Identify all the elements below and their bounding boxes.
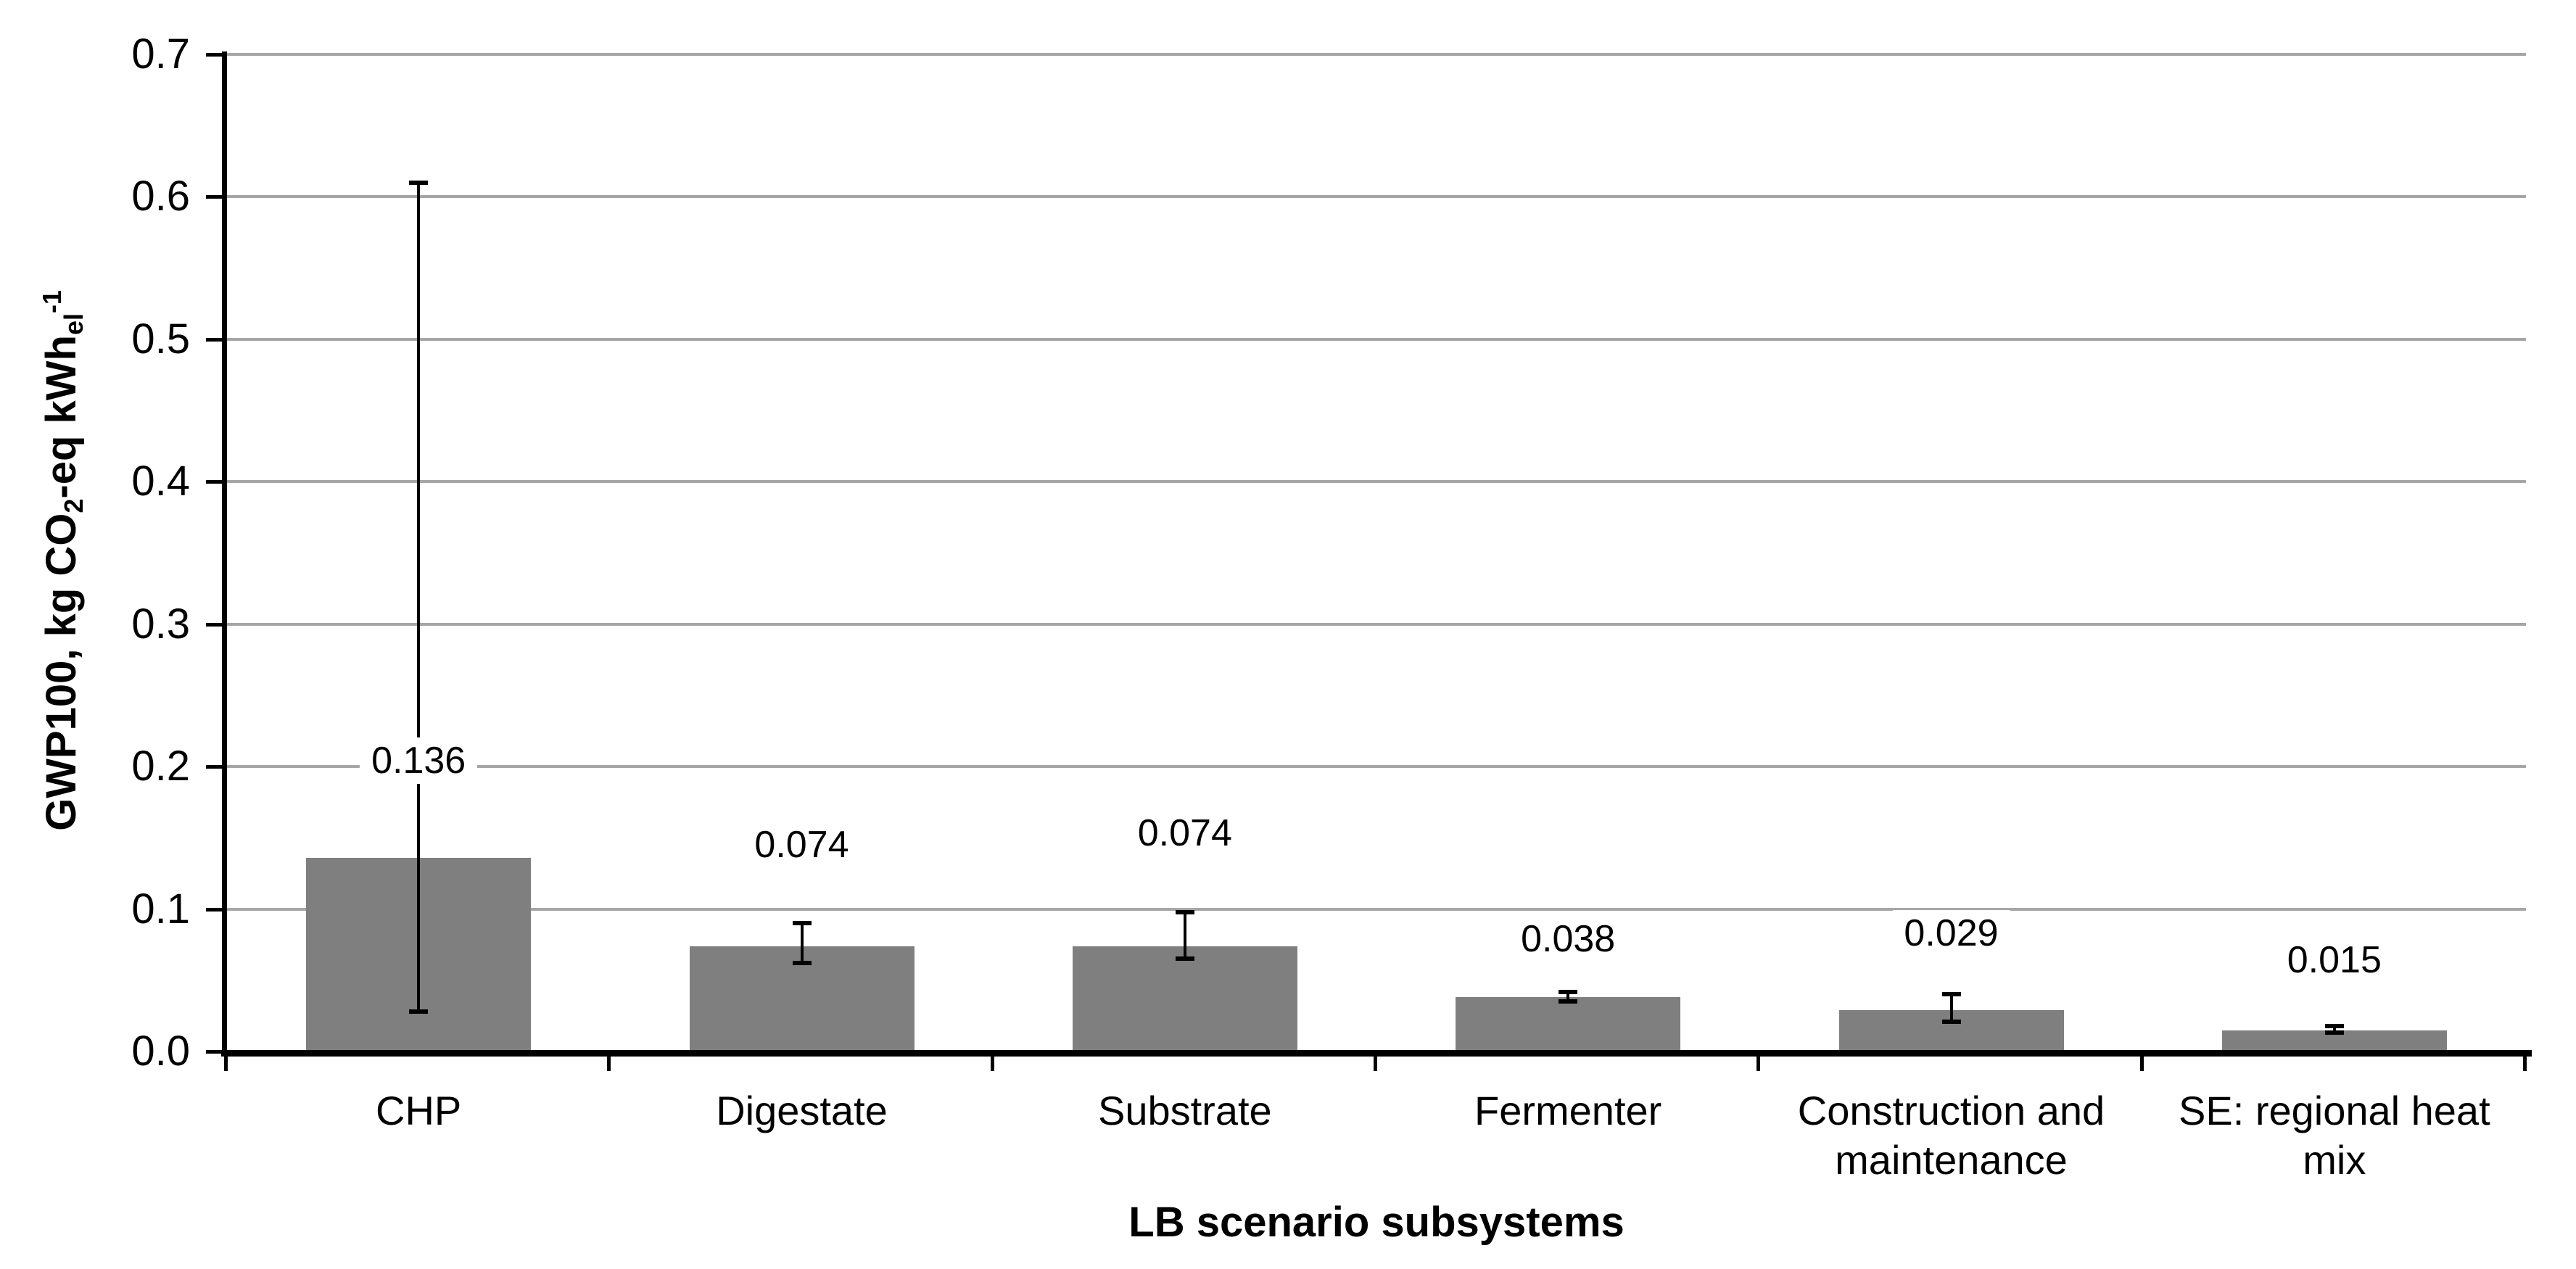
x-category-label: Substrate xyxy=(1097,1088,1272,1133)
gridline xyxy=(227,53,2526,56)
y-tick-label: 0.3 xyxy=(131,600,190,648)
y-axis-title: GWP100, kg CO2-eq kWhel-1 xyxy=(20,53,88,1068)
y-tick-label: 0.0 xyxy=(131,1028,190,1075)
bar xyxy=(1456,997,1681,1051)
bar-value-label: 0.015 xyxy=(2275,937,2393,984)
x-category-label: Construction and maintenance xyxy=(1797,1088,2105,1183)
x-axis-tick xyxy=(1756,1057,1761,1071)
x-axis-tick xyxy=(1374,1057,1377,1071)
bar-value-label: 0.074 xyxy=(1126,810,1244,857)
error-bar-top-cap xyxy=(1559,989,1578,994)
error-bar-bottom-cap xyxy=(409,1009,429,1014)
x-axis-tick xyxy=(224,1057,228,1071)
error-bar-top-cap xyxy=(409,180,429,185)
y-tick-label: 0.6 xyxy=(131,173,190,220)
x-category-label: Fermenter xyxy=(1474,1088,1662,1133)
error-bar-top-cap xyxy=(2324,1023,2344,1028)
x-axis-tick xyxy=(2523,1057,2527,1071)
y-axis-tick xyxy=(206,765,222,769)
error-bar-top-cap xyxy=(1175,909,1194,914)
bar-value-label: 0.038 xyxy=(1509,915,1627,962)
y-axis-tick xyxy=(206,195,222,199)
error-bar-line xyxy=(1949,994,1953,1022)
y-axis-tick xyxy=(206,622,222,627)
error-bar-bottom-cap xyxy=(1175,956,1194,962)
y-axis-tick xyxy=(206,907,222,912)
x-axis-tick xyxy=(2139,1057,2144,1071)
y-axis-title-segment: -eq kWh xyxy=(37,335,85,499)
y-tick-label: 0.1 xyxy=(131,885,190,933)
gridline xyxy=(227,907,2526,911)
error-bar-bottom-cap xyxy=(2324,1030,2344,1036)
gridline xyxy=(227,480,2526,484)
bar-value-label: 0.136 xyxy=(360,737,478,785)
plot-area: 0.136 0.074 0.074 0.038 0.029 0.015 xyxy=(227,53,2526,1051)
gridline xyxy=(227,337,2526,341)
bar xyxy=(1072,946,1297,1051)
gridline xyxy=(227,765,2526,769)
x-axis-tick xyxy=(990,1057,994,1071)
error-bar-bottom-cap xyxy=(1559,999,1578,1004)
bar-value-label: 0.029 xyxy=(1892,909,2010,956)
y-axis-title-segment: GWP100, kg CO xyxy=(37,513,85,831)
y-axis-title-segment: -1 xyxy=(37,290,67,314)
error-bar-bottom-cap xyxy=(792,961,812,966)
y-tick-label: 0.7 xyxy=(131,30,190,78)
error-bar-line xyxy=(1566,991,1570,1002)
gridline xyxy=(227,195,2526,199)
y-axis-tick xyxy=(206,480,222,484)
gridline xyxy=(227,622,2526,626)
y-axis-tick xyxy=(206,53,222,57)
x-axis-line xyxy=(221,1050,2532,1057)
y-axis-tick xyxy=(206,337,222,342)
y-tick-label: 0.5 xyxy=(131,315,190,363)
x-axis-title: LB scenario subsystems xyxy=(1128,1199,1625,1246)
error-bar-line xyxy=(800,923,804,964)
y-tick-label: 0.2 xyxy=(131,743,190,790)
error-bar-top-cap xyxy=(1941,992,1961,997)
error-bar-line xyxy=(2332,1025,2336,1033)
bar-value-label: 0.074 xyxy=(743,822,861,869)
x-category-label: SE: regional heat mix xyxy=(2179,1088,2490,1183)
error-bar-line xyxy=(417,182,421,1012)
error-bar-top-cap xyxy=(792,921,812,926)
x-axis-tick xyxy=(607,1057,611,1071)
y-axis-tick xyxy=(206,1050,222,1054)
error-bar-bottom-cap xyxy=(1941,1019,1961,1024)
y-tick-label: 0.4 xyxy=(131,458,190,505)
x-category-label: Digestate xyxy=(716,1088,888,1133)
x-category-label: CHP xyxy=(376,1088,462,1133)
y-axis-line xyxy=(222,51,227,1057)
error-bar-line xyxy=(1183,912,1186,959)
